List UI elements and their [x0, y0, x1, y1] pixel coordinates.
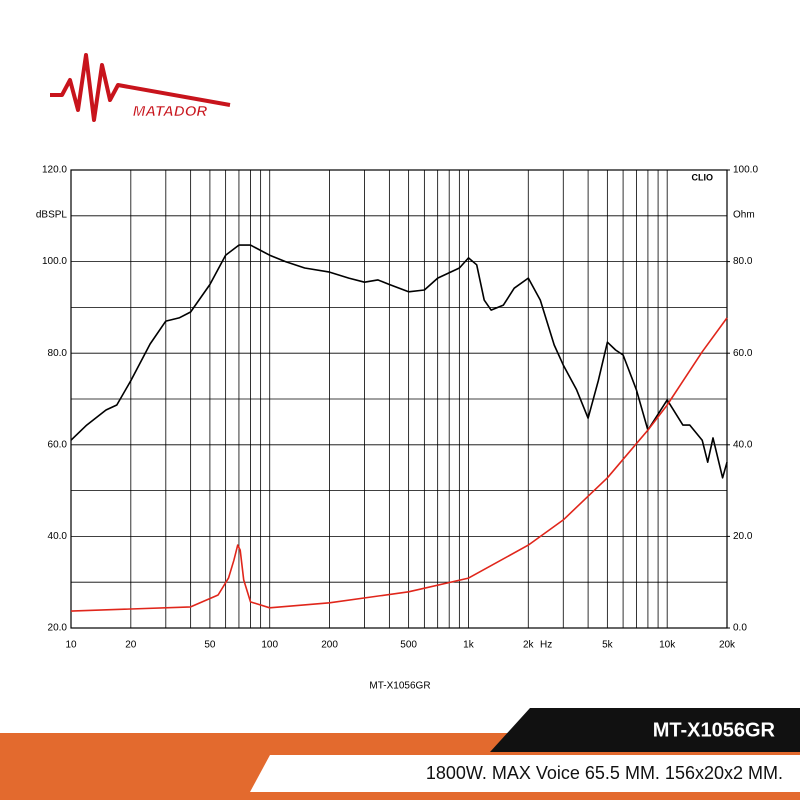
series-line	[70, 317, 728, 612]
y-tick-label: 120.0	[42, 165, 67, 176]
x-axis-label: MT-X1056GR	[369, 681, 430, 692]
logo-text: MATADOR	[133, 103, 208, 120]
model-box	[490, 708, 800, 752]
y-tick-label: 100.0	[42, 256, 67, 267]
y2-tick-label: 60.0	[733, 348, 753, 359]
logo-wave	[50, 53, 231, 122]
x-tick-label: 50	[204, 640, 216, 651]
specs-box	[250, 755, 800, 792]
y-tick-label: 80.0	[48, 348, 68, 359]
x-tick-label: 1k	[463, 640, 475, 651]
x-unit: Hz	[540, 640, 552, 651]
x-tick-label: 10	[65, 640, 77, 651]
x-tick-label: 500	[400, 640, 417, 651]
y2-tick-label: 40.0	[733, 439, 753, 450]
chart-title: CLIO	[692, 172, 714, 182]
x-tick-label: 2k	[523, 640, 535, 651]
model-text: MT-X1056GR	[653, 719, 776, 741]
series-line	[70, 244, 728, 479]
logo: MATADOR	[50, 53, 231, 122]
y-tick-label: 20.0	[48, 623, 68, 634]
y-axis-label: dBSPL	[36, 210, 68, 221]
y2-tick-label: 0.0	[733, 623, 747, 634]
x-tick-label: 20k	[719, 640, 736, 651]
specs-text: 1800W. MAX Voice 65.5 MM. 156x20x2 MM.	[426, 763, 783, 783]
y2-tick-label: 100.0	[733, 165, 758, 176]
y2-axis-label: Ohm	[733, 210, 755, 221]
x-tick-label: 5k	[602, 640, 614, 651]
x-tick-label: 200	[321, 640, 338, 651]
y-tick-label: 60.0	[48, 439, 68, 450]
y2-tick-label: 20.0	[733, 531, 753, 542]
x-tick-label: 100	[261, 640, 278, 651]
x-tick-label: 20	[125, 640, 137, 651]
y2-tick-label: 80.0	[733, 256, 753, 267]
x-tick-label: 10k	[659, 640, 676, 651]
y-tick-label: 40.0	[48, 531, 68, 542]
footer: MT-X1056GR 1800W. MAX Voice 65.5 MM. 156…	[0, 708, 800, 800]
